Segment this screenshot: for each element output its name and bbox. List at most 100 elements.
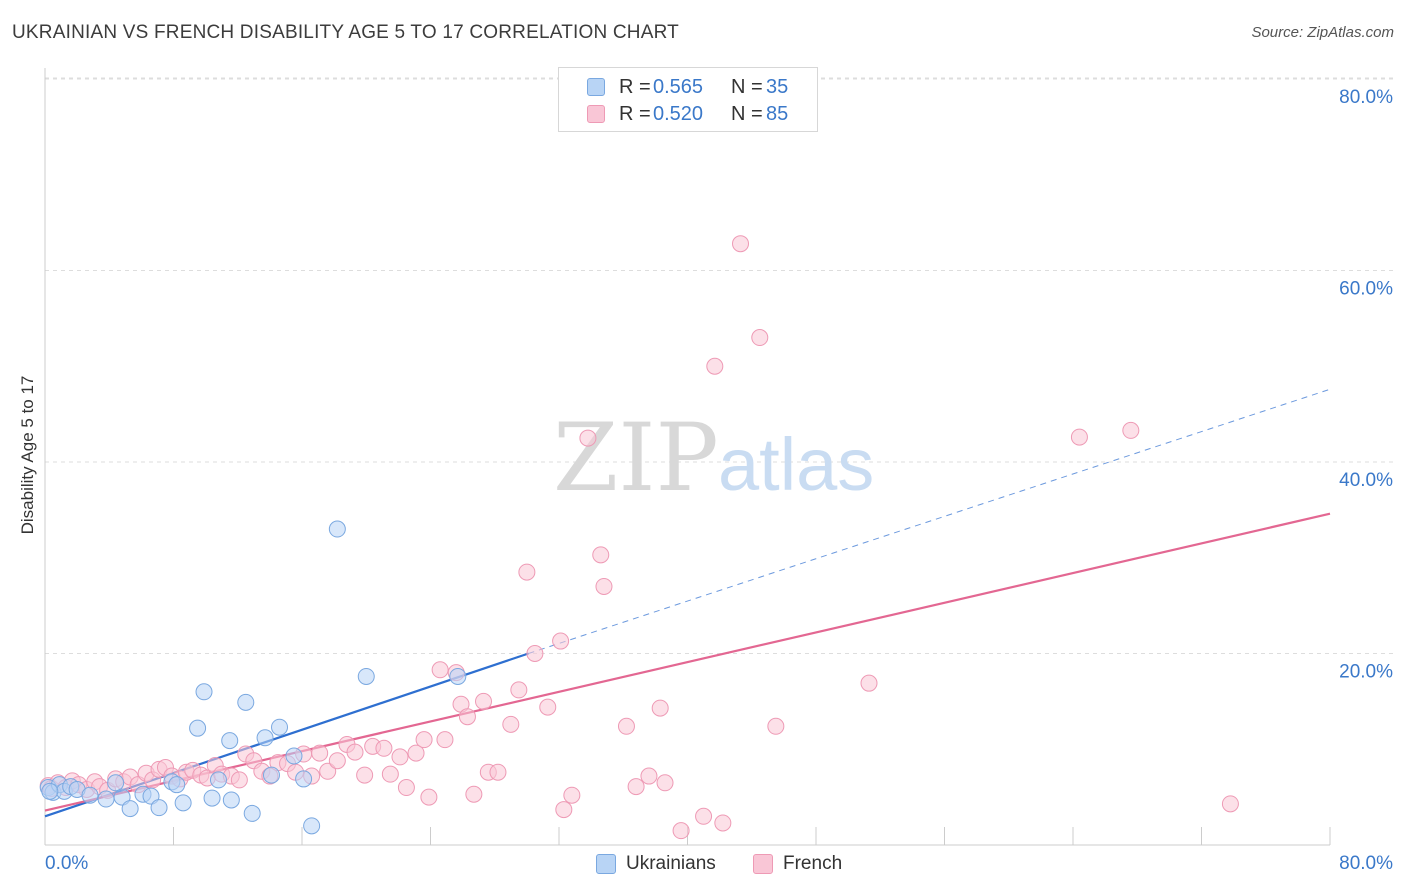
french-point — [651, 699, 669, 717]
data-points — [39, 235, 1239, 840]
french-point — [695, 807, 713, 825]
n-label: N = — [731, 103, 763, 125]
french-point — [860, 674, 878, 692]
stats-row-ukrainians: R = 0.565 N = 35 — [559, 74, 817, 100]
french-point — [767, 717, 785, 735]
ukrainians-point — [81, 786, 99, 804]
french-legend-swatch — [753, 854, 773, 874]
ukrainians-trend-extension — [528, 388, 1331, 654]
french-point — [420, 788, 438, 806]
ukrainians-point — [328, 520, 346, 538]
n-value: 85 — [766, 103, 789, 125]
y-tick-label: 80.0% — [1339, 87, 1393, 108]
ukrainians-point — [256, 729, 274, 747]
french-point — [627, 778, 645, 796]
french-point — [311, 744, 329, 762]
source-label: Source: ZipAtlas.com — [1251, 24, 1394, 41]
french-point — [672, 822, 690, 840]
french-point — [230, 771, 248, 789]
french-point — [539, 698, 557, 716]
french-point — [346, 743, 364, 761]
ukrainians-point — [150, 799, 168, 817]
chart-title: UKRAINIAN VS FRENCH DISABILITY AGE 5 TO … — [12, 22, 679, 43]
french-swatch — [587, 105, 605, 123]
french-point — [436, 731, 454, 749]
r-label: R = — [619, 103, 651, 125]
french-point — [732, 235, 750, 253]
ukrainians-point — [142, 787, 160, 805]
legend-label: French — [783, 853, 843, 874]
ukrainians-point — [41, 782, 59, 800]
french-point — [1070, 428, 1088, 446]
french-point — [640, 767, 658, 785]
stats-legend: R = 0.565 N = 35 R = 0.520 N = 85 — [558, 67, 818, 132]
ukrainians-point — [237, 693, 255, 711]
y-tick-label: 60.0% — [1339, 279, 1393, 300]
french-point — [563, 786, 581, 804]
ukrainians-point — [121, 800, 139, 818]
french-point — [617, 717, 635, 735]
french-point — [475, 692, 493, 710]
french-point — [510, 681, 528, 699]
ukrainians-legend-swatch — [596, 854, 616, 874]
ukrainians-point — [243, 804, 261, 822]
french-point — [381, 765, 399, 783]
ukrainians-point — [449, 667, 467, 685]
ukrainians-point — [303, 817, 321, 835]
french-point — [328, 752, 346, 770]
r-label: R = — [619, 76, 651, 98]
french-point — [526, 645, 544, 662]
ukrainians-point — [97, 790, 115, 808]
ukrainians-point — [189, 719, 207, 737]
french-point — [714, 814, 732, 832]
french-point — [656, 774, 674, 792]
ukrainians-point — [262, 766, 280, 784]
french-point — [595, 577, 613, 595]
french-point — [458, 708, 476, 726]
french-point — [555, 801, 573, 819]
ukrainians-point — [357, 667, 375, 685]
ukrainians-point — [195, 683, 213, 701]
french-trend-line — [44, 512, 1331, 812]
french-point — [415, 731, 433, 749]
ukrainians-point — [221, 732, 239, 750]
x-tick-label: 0.0% — [45, 853, 88, 874]
french-point — [356, 766, 374, 784]
watermark: ZIP atlas — [553, 404, 874, 513]
tick-labels: 20.0% 40.0% 60.0% 80.0% 0.0% 80.0% — [45, 87, 1393, 874]
ukrainians-swatch — [587, 78, 605, 96]
french-point — [502, 715, 520, 733]
r-value: 0.565 — [653, 76, 704, 98]
stats-row-french: R = 0.520 N = 85 — [559, 101, 817, 127]
french-point — [592, 546, 610, 564]
french-point — [465, 785, 483, 803]
watermark-atlas: atlas — [718, 423, 874, 506]
french-point — [431, 661, 449, 679]
ukrainians-point — [271, 718, 289, 736]
french-point — [751, 329, 769, 347]
french-point — [518, 563, 536, 581]
french-point — [579, 429, 597, 447]
french-point — [1122, 421, 1140, 439]
x-tick-label: 80.0% — [1339, 853, 1393, 874]
ukrainians-point — [209, 771, 227, 789]
french-point — [397, 779, 415, 797]
french-point — [552, 632, 570, 650]
french-point — [319, 762, 337, 780]
ukrainians-point — [107, 774, 125, 792]
french-point — [391, 748, 409, 766]
french-point — [407, 744, 425, 762]
watermark-zip: ZIP — [553, 404, 719, 513]
ukrainians-point — [285, 747, 303, 765]
french-point — [375, 739, 393, 757]
french-point — [706, 357, 724, 375]
y-tick-label: 40.0% — [1339, 470, 1393, 491]
legend-label: Ukrainians — [626, 853, 716, 874]
ukrainians-point — [174, 794, 192, 812]
n-value: 35 — [766, 76, 789, 98]
ukrainians-point — [295, 770, 313, 788]
ukrainians-point — [113, 788, 131, 806]
ukrainians-point — [168, 776, 186, 794]
